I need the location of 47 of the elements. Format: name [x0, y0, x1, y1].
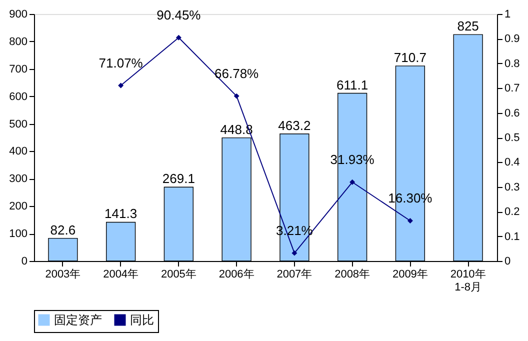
y-tick-label: 300	[9, 173, 28, 186]
data-label: 463.2	[278, 118, 311, 133]
legend-label: 同比	[130, 313, 154, 327]
y-tick-label: 400	[9, 146, 28, 158]
y-tick-label: 100	[9, 228, 28, 240]
x-tick-label: 2003年	[45, 268, 81, 280]
y-tick-label: 600	[9, 90, 28, 103]
x-tick-label: 2008年	[334, 268, 370, 280]
point	[292, 250, 298, 256]
data-label: 269.1	[162, 171, 195, 186]
point	[234, 93, 240, 99]
data-label: 611.1	[336, 77, 368, 92]
data-label: 66.78%	[214, 66, 260, 82]
x-tick-label: 2004年	[103, 268, 139, 280]
y2-tick-label: 0.5	[504, 132, 520, 144]
y-tick-label: 0	[21, 256, 28, 268]
y2-tick-label: 0.4	[504, 156, 520, 169]
legend-label: 固定资产	[54, 313, 102, 327]
point	[118, 82, 124, 88]
point	[176, 34, 182, 40]
y2-tick-label: 0	[504, 256, 511, 268]
point	[407, 218, 413, 224]
data-label: 82.6	[50, 222, 76, 238]
data-label: 141.3	[104, 206, 138, 222]
x-tick-label: 2005年	[160, 268, 196, 280]
x-tick-label: 2007年	[276, 268, 312, 280]
y2-tick-label: 0.9	[504, 33, 520, 46]
y-tick-label: 700	[9, 63, 28, 76]
x-tick-label: 2009年	[392, 268, 428, 280]
y-tick-label: 800	[9, 36, 28, 48]
x-tick-label: 2006年	[218, 268, 254, 280]
y-tick-label: 900	[9, 8, 28, 20]
data-label: 710.7	[394, 50, 426, 65]
y-tick-label: 200	[9, 200, 28, 213]
y2-tick-label: 0.7	[504, 82, 520, 95]
y2-tick-label: 0.8	[504, 58, 520, 70]
y2-tick-label: 0.6	[504, 107, 520, 120]
data-label: 71.07%	[98, 55, 144, 70]
x-tick-label: 2010年 1-8月	[450, 268, 486, 294]
y2-tick-label: 0.2	[504, 206, 520, 218]
y2-tick-label: 1	[504, 8, 511, 20]
y2-tick-label: 0.1	[504, 230, 520, 243]
data-label: 90.45%	[156, 8, 202, 23]
y2-tick-label: 0.3	[504, 181, 520, 194]
point	[350, 179, 356, 185]
y-tick-label: 500	[9, 118, 28, 130]
data-label: 825	[457, 18, 479, 34]
